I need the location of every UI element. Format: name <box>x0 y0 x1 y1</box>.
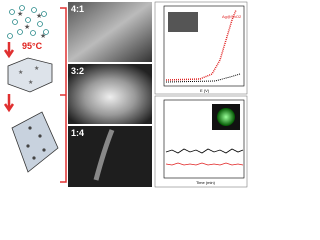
plot-axes <box>163 5 245 87</box>
x-axis-label: E (V) <box>200 88 210 93</box>
star-icons: ★ ★★★ <box>17 10 46 40</box>
svg-text:★: ★ <box>28 79 33 86</box>
svg-text:★: ★ <box>34 65 39 72</box>
inset-image <box>168 12 198 32</box>
arrow <box>3 42 15 59</box>
sem-image <box>68 64 152 124</box>
ratio-label: 3:2 <box>71 66 84 76</box>
svg-text:★: ★ <box>17 10 23 18</box>
plot-axes <box>163 99 245 179</box>
sheet <box>11 111 59 173</box>
precursors <box>7 5 49 39</box>
arrow <box>3 94 15 113</box>
legend-label: Ag@SnO2 <box>222 14 242 19</box>
fluorescence-spot <box>217 108 235 126</box>
sem-image <box>68 2 152 62</box>
svg-text:★: ★ <box>24 23 30 31</box>
red-trace <box>165 162 244 166</box>
svg-text:★: ★ <box>18 69 23 76</box>
temperature-label: 95°C <box>22 41 43 51</box>
svg-text:★: ★ <box>36 12 42 20</box>
svg-text:★: ★ <box>40 32 46 40</box>
graphical-abstract: ★ ★★★ 95°C ★★★ 4:1 3:2 1:4 Ag@SnO2 E (V) … <box>3 1 248 188</box>
hexagon-plate <box>7 57 53 93</box>
sheet-dots <box>26 126 46 160</box>
ratio-label: 4:1 <box>71 4 84 14</box>
plate-stars: ★★★ <box>18 65 39 86</box>
ratio-label: 1:4 <box>71 128 84 138</box>
bracket <box>60 7 67 183</box>
red-curve <box>165 9 237 81</box>
x-axis-label: Time (min) <box>196 180 216 185</box>
black-trace <box>165 148 244 154</box>
sem-fiber <box>93 129 115 181</box>
black-curve <box>165 73 241 83</box>
